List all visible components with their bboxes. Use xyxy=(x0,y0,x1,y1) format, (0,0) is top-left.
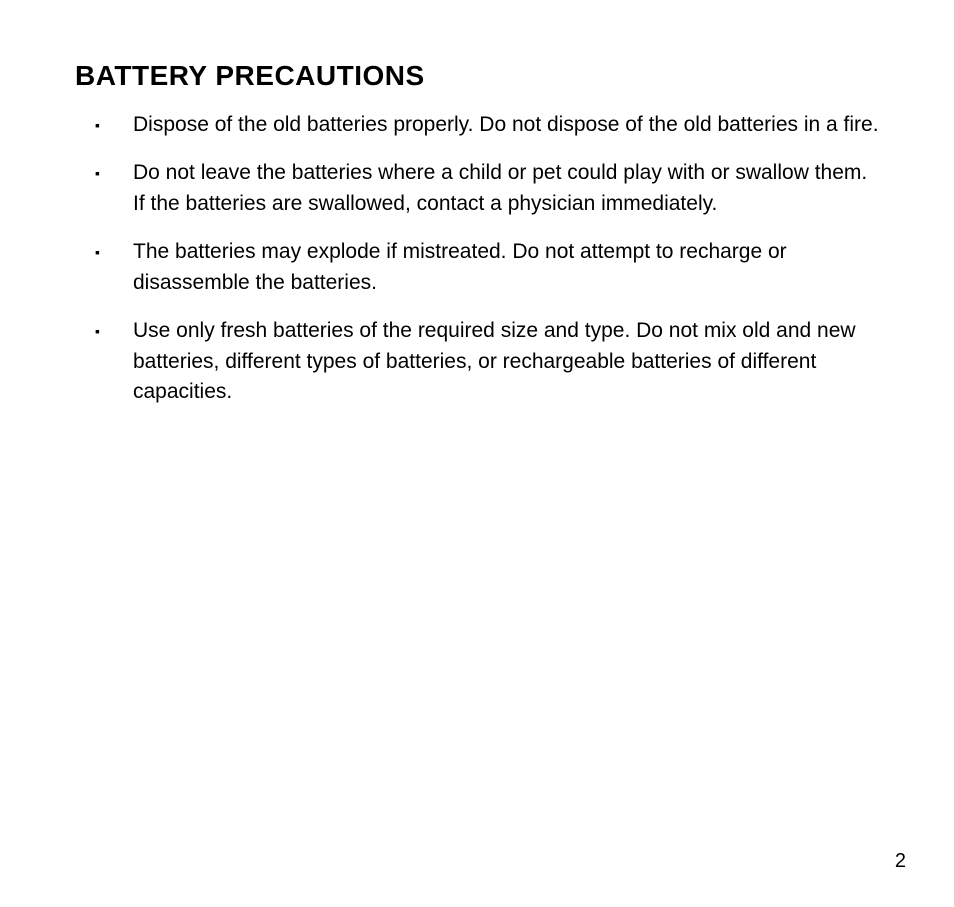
document-page: BATTERY PRECAUTIONS Dispose of the old b… xyxy=(0,0,954,907)
page-number: 2 xyxy=(895,850,906,873)
list-item: The batteries may explode if mistreated.… xyxy=(95,237,884,298)
list-item: Use only fresh batteries of the required… xyxy=(95,316,884,407)
list-item: Dispose of the old batteries properly. D… xyxy=(95,110,884,140)
page-title: BATTERY PRECAUTIONS xyxy=(75,60,884,92)
precautions-list: Dispose of the old batteries properly. D… xyxy=(95,110,884,408)
list-item: Do not leave the batteries where a child… xyxy=(95,158,884,219)
